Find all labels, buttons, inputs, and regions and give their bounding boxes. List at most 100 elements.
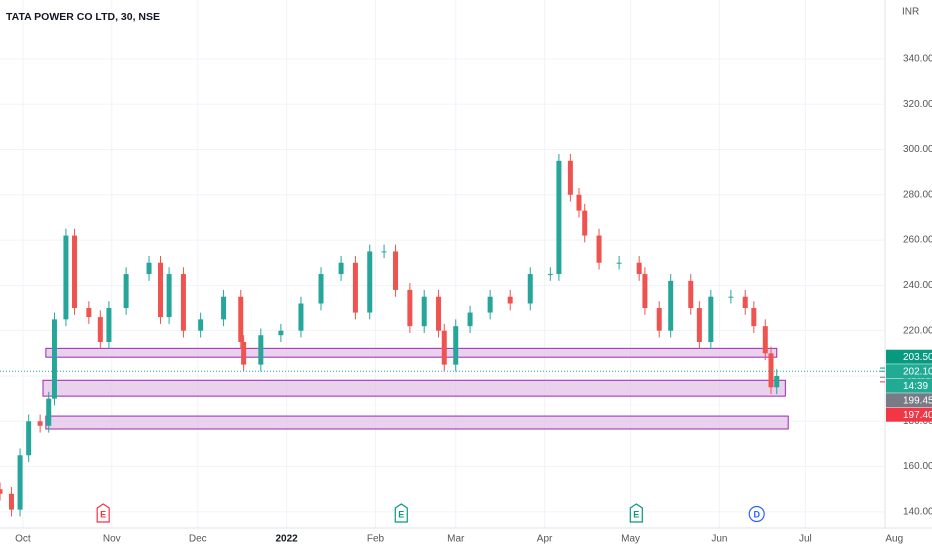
price-label-box	[886, 364, 932, 379]
candle-body	[17, 455, 23, 510]
x-tick-label: May	[621, 534, 640, 545]
candle-body	[180, 274, 186, 331]
candle-body	[46, 398, 52, 426]
price-label-box	[886, 378, 932, 393]
candle-body	[762, 326, 768, 354]
x-tick-label: Jul	[799, 534, 812, 545]
price-label: 199.45	[903, 395, 932, 406]
candle-body	[26, 421, 32, 456]
x-tick-label: Apr	[537, 534, 553, 545]
candle-body	[742, 296, 748, 309]
candle-body	[636, 262, 642, 275]
y-tick-label: 300.00	[903, 144, 932, 155]
candle-body	[63, 235, 69, 320]
candle-body	[367, 251, 373, 313]
event-badge	[629, 503, 643, 523]
candle-body	[258, 335, 264, 365]
y-tick-label: 280.00	[903, 189, 932, 200]
candle-body	[318, 274, 324, 304]
x-tick-label: Jun	[711, 534, 727, 545]
support-zone	[45, 347, 778, 358]
candle-body	[8, 493, 14, 510]
x-tick-label: Feb	[367, 534, 385, 545]
event-label: E	[633, 509, 639, 519]
candle-body	[467, 312, 473, 327]
candle-body	[441, 330, 447, 365]
candle-body	[352, 262, 358, 313]
candle-body	[106, 308, 112, 343]
y-tick-label: 240.00	[903, 280, 932, 291]
candle-body	[72, 235, 78, 309]
currency: INR	[902, 7, 919, 18]
candle-body	[421, 296, 427, 327]
event-badge	[748, 505, 765, 523]
candle-body	[696, 308, 702, 343]
candle-body	[547, 274, 553, 276]
candle-body	[51, 319, 57, 399]
candle-body	[436, 296, 442, 331]
y-tick-label: 340.00	[903, 54, 932, 65]
candle-body	[527, 274, 533, 304]
candle-body	[728, 296, 734, 298]
candle-body	[238, 296, 244, 343]
candle-body	[166, 274, 172, 318]
candle-body	[616, 262, 622, 264]
event-label: E	[100, 509, 106, 519]
event-badge	[394, 503, 408, 523]
candle-body	[221, 296, 227, 320]
price-label: 202.10	[903, 366, 932, 377]
y-tick-label: 220.00	[903, 325, 932, 336]
candle-body	[97, 317, 103, 343]
candle-body	[582, 210, 588, 236]
x-tick-label: Aug	[885, 534, 903, 545]
support-zone	[45, 415, 789, 430]
candle-body	[381, 251, 387, 253]
candle-body	[453, 326, 459, 365]
candle-body	[576, 194, 582, 211]
candle-body	[708, 296, 714, 343]
candle-body	[338, 262, 344, 275]
x-tick-label: Nov	[103, 534, 121, 545]
event-label: D	[753, 509, 760, 519]
candle-body	[768, 353, 774, 388]
zones	[42, 347, 789, 430]
candle-body	[774, 375, 780, 388]
x-tick-label: 2022	[275, 534, 298, 545]
candle-body	[278, 330, 284, 336]
candle-body	[241, 342, 247, 365]
price-label: 203.50	[903, 352, 932, 363]
candle-body	[567, 160, 573, 195]
support-zone	[42, 379, 786, 397]
candle-body	[0, 489, 3, 494]
candle-body	[37, 421, 43, 426]
candle-body	[642, 274, 648, 309]
candle-body	[751, 308, 757, 327]
axes: 140.00160.00180.00200.00220.00240.00260.…	[15, 54, 932, 545]
x-tick-label: Mar	[447, 534, 465, 545]
candle-body	[146, 262, 152, 275]
candle-body	[198, 319, 204, 331]
candle-body	[668, 280, 674, 331]
price-label-box	[886, 393, 932, 408]
candle-body	[393, 251, 399, 290]
candles	[0, 154, 885, 517]
candle-body	[596, 235, 602, 263]
chart-title: TATA POWER CO LTD, 30, NSE	[6, 11, 160, 23]
event-badge	[96, 503, 110, 523]
candle-body	[86, 308, 92, 318]
candle-body	[507, 296, 513, 304]
y-tick-label: 160.00	[903, 461, 932, 472]
y-tick-label: 260.00	[903, 235, 932, 246]
candle-body	[487, 296, 493, 313]
candle-body	[556, 160, 562, 275]
y-tick-label: 320.00	[903, 99, 932, 110]
event-label: E	[398, 509, 404, 519]
x-tick-label: Oct	[15, 534, 31, 545]
x-tick-label: Dec	[189, 534, 207, 545]
candle-body	[298, 303, 304, 331]
price-label-box	[886, 407, 932, 422]
y-tick-label: 140.00	[903, 507, 932, 518]
candle-body	[123, 274, 129, 309]
